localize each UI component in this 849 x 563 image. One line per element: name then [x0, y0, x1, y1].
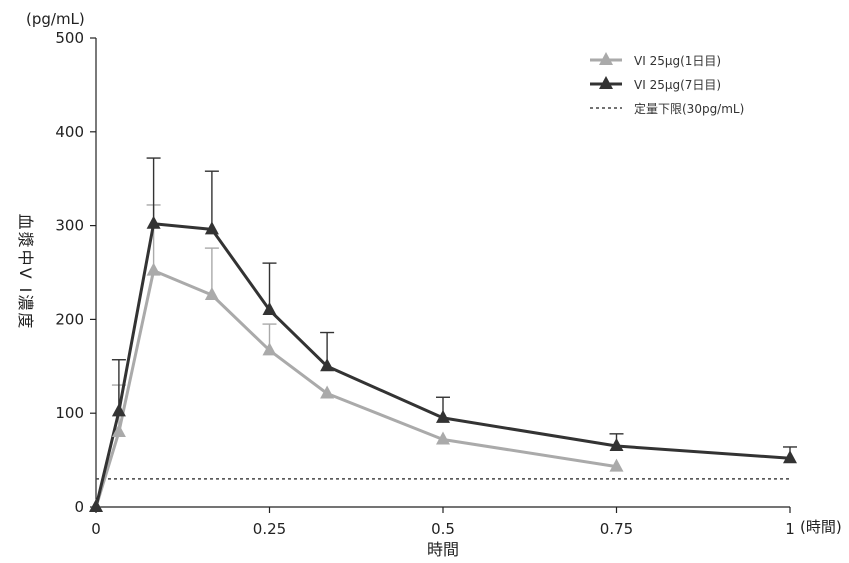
data-point: [320, 358, 335, 372]
x-unit-label: (時間): [800, 518, 842, 536]
y-tick-label: 300: [55, 217, 84, 235]
x-tick-label: 1: [785, 520, 795, 538]
legend-marker-day1: [599, 52, 613, 65]
data-point: [111, 423, 126, 437]
data-point: [262, 302, 277, 316]
x-tick-label: 0.75: [600, 520, 633, 538]
series-line-2: [94, 222, 791, 508]
data-point: [146, 262, 161, 276]
legend-label-lloq: 定量下限(30pg/mL): [634, 101, 744, 116]
x-tick-label: 0.5: [431, 520, 455, 538]
legend: VI 25μg(1日目) VI 25μg(7日目) 定量下限(30pg/mL): [590, 52, 744, 116]
x-tick-label: 0.25: [253, 520, 286, 538]
ticks: 0 0.25 0.5 0.75 1 0 100 200 300 400 500: [55, 29, 794, 538]
data-point: [609, 458, 624, 472]
data-point: [204, 287, 219, 301]
y-axis-title: 血漿中V I濃度: [16, 214, 35, 331]
y-unit-label: (pg/mL): [26, 10, 85, 28]
y-tick-label: 100: [55, 404, 84, 422]
legend-item-day7: VI 25μg(7日目): [590, 76, 721, 92]
data-point: [436, 431, 450, 445]
data-point: [262, 342, 277, 356]
data-point: [204, 221, 219, 235]
data-point: [436, 409, 450, 423]
data-point: [609, 438, 624, 452]
x-axis-title: 時間: [427, 540, 459, 559]
error-bars: [111, 157, 797, 459]
y-tick-label: 200: [55, 310, 84, 328]
data-point: [111, 403, 126, 417]
series-markers: [89, 215, 797, 512]
data-point: [783, 450, 797, 464]
series-line-1: [94, 269, 617, 508]
legend-label-day1: VI 25μg(1日目): [634, 54, 721, 68]
series-lines: [94, 222, 791, 508]
y-tick-label: 0: [74, 498, 84, 516]
legend-item-day1: VI 25μg(1日目): [590, 52, 721, 68]
y-tick-label: 500: [55, 29, 84, 47]
data-point: [89, 499, 103, 512]
data-point: [146, 215, 161, 229]
x-tick-label: 0: [91, 520, 101, 538]
legend-item-lloq: 定量下限(30pg/mL): [590, 101, 744, 116]
data-point: [320, 385, 335, 399]
legend-label-day7: VI 25μg(7日目): [634, 78, 721, 92]
y-tick-label: 400: [55, 123, 84, 141]
legend-marker-day7: [599, 76, 613, 89]
